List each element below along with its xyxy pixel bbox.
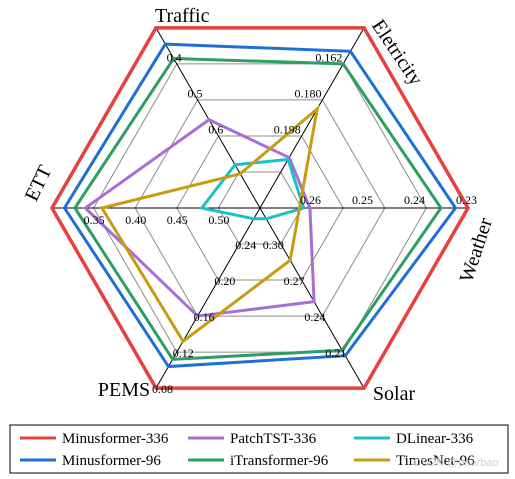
tick-label: 0.35 <box>84 213 105 227</box>
tick-label: 0.5 <box>187 87 202 101</box>
tick-label: 0.4 <box>167 51 182 65</box>
axis-name-ett: ETT <box>21 162 57 205</box>
series-timesnet-96 <box>99 105 320 344</box>
tick-label: 0.26 <box>300 193 321 207</box>
axis-line-solar <box>259 207 365 389</box>
radar-series <box>49 26 471 390</box>
series-itransformer-96 <box>73 56 443 361</box>
tick-label: 0.6 <box>208 123 223 137</box>
tick-label: 0.40 <box>125 213 146 227</box>
tick-label: 0.162 <box>315 51 342 65</box>
tick-label: 0.24 <box>404 193 425 207</box>
legend-label: DLinear-336 <box>396 431 474 447</box>
series-patchtst-336 <box>82 118 316 318</box>
legend-frame <box>9 424 509 474</box>
legend-label: Minusformer-96 <box>62 453 161 469</box>
tick-label: 0.180 <box>295 87 322 101</box>
legend-label: PatchTST-336 <box>230 431 317 447</box>
axis-name-solar: Solar <box>373 383 416 405</box>
tick-label: 0.45 <box>167 213 188 227</box>
tick-label: 0.23 <box>456 193 477 207</box>
radar-axis-names: Traffic Eletricity Weather Solar PEMS ETT <box>21 5 497 405</box>
tick-label: 0.20 <box>214 274 235 288</box>
series-minusformer-96 <box>62 42 458 369</box>
axis-line-eletricity <box>259 27 365 209</box>
series-dlinear-336 <box>199 157 306 221</box>
tick-label: 0.21 <box>325 346 346 360</box>
axis-name-pems: PEMS <box>98 379 150 401</box>
axis-name-traffic: Traffic <box>155 5 210 27</box>
tick-label: 0.30 <box>263 238 284 252</box>
tick-label: 0.25 <box>352 193 373 207</box>
tick-label: 0.24 <box>304 310 325 324</box>
axis-name-eletricity: Eletricity <box>367 16 427 90</box>
tick-label: 0.24 <box>235 238 256 252</box>
tick-label: 0.12 <box>173 346 194 360</box>
tick-label: 0.198 <box>274 123 301 137</box>
series-minusformer-336 <box>49 26 471 390</box>
legend-label: Minusformer-336 <box>62 431 169 447</box>
legend: Minusformer-336 PatchTST-336 DLinear-336 Mi… <box>9 424 509 474</box>
tick-label: 0.50 <box>208 213 229 227</box>
tick-label: 0.08 <box>152 382 173 396</box>
axis-name-weather: Weather <box>456 215 497 285</box>
legend-label: iTransformer-96 <box>230 453 329 469</box>
legend-label: TimesNet-96 <box>396 453 475 469</box>
tick-label: 0.27 <box>284 274 305 288</box>
watermark: CSDN @pearbao <box>413 457 499 469</box>
tick-label: 0.16 <box>194 310 215 324</box>
radar-ticks: 0.4 0.5 0.6 0.162 0.180 0.198 0.23 0.24 0.25 0.26… <box>84 51 477 396</box>
